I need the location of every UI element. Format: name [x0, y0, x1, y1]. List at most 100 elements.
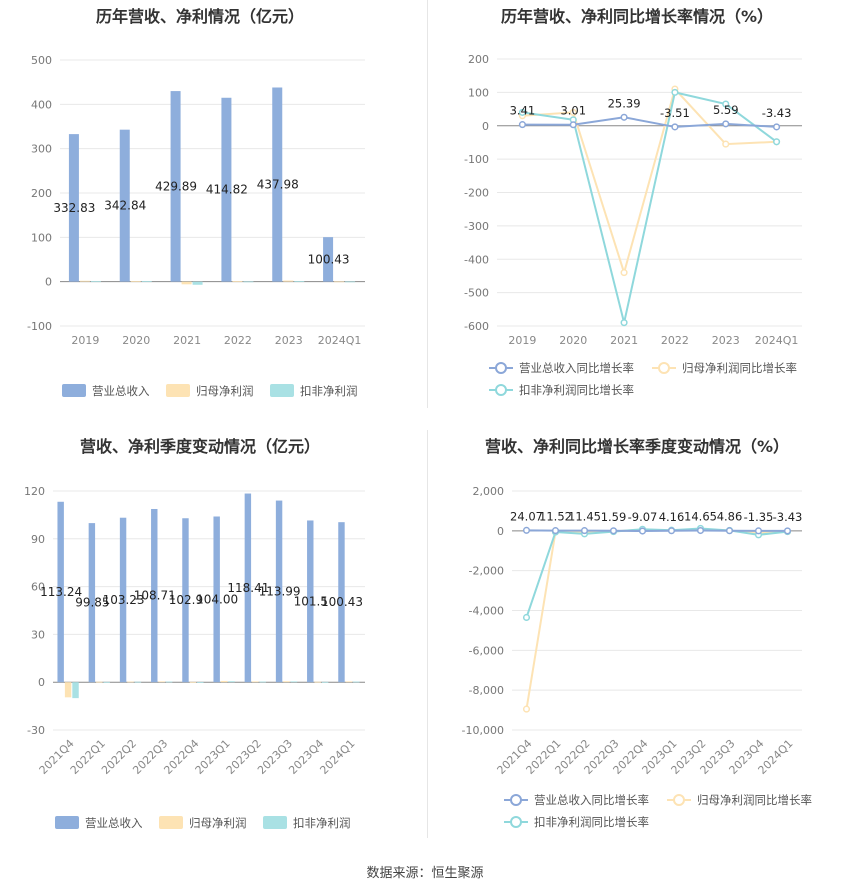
y-tick-label: 90: [31, 533, 45, 546]
legend-label: 归母净利润: [189, 816, 247, 830]
bar-net-profit: [189, 681, 197, 683]
bar-revenue: [119, 129, 130, 282]
bar-revenue: [221, 97, 232, 282]
x-tick-label: 2020: [122, 334, 150, 347]
series-point: [725, 527, 734, 535]
chart-annual-bars: 历年营收、净利情况（亿元） 500 400 300 200 100 0 -100 2019 202…: [27, 7, 365, 398]
bar-deducted-profit: [197, 682, 204, 683]
x-tick-label: 2023: [275, 334, 303, 347]
y-tick-label: -100: [464, 153, 489, 166]
y-tick-label: -300: [464, 220, 489, 233]
legend-label: 扣非净利润同比增长率: [519, 383, 634, 397]
legend-swatch: [263, 816, 287, 829]
line-data-label: 5.59: [713, 103, 739, 117]
bar-deducted-profit: [228, 681, 235, 683]
y-tick-label: -10,000: [462, 724, 504, 737]
bar-net-profit: [220, 680, 228, 683]
y-tick-label: -8,000: [469, 684, 504, 697]
y-tick-label: 300: [31, 143, 52, 156]
y-tick-label: -600: [464, 320, 489, 333]
line-data-label: -3.51: [660, 106, 690, 120]
bar-net-profit: [64, 682, 72, 698]
series-point: [667, 527, 676, 535]
y-tick-label: -30: [27, 724, 45, 737]
series-point: [671, 123, 679, 131]
bar-data-label: 437.98: [257, 178, 299, 192]
bar-net-profit: [96, 681, 103, 683]
line-data-label: 1.59: [601, 510, 627, 524]
bar-deducted-profit: [353, 681, 360, 683]
line-data-label: 25.39: [608, 96, 641, 110]
bar-net-profit: [345, 681, 353, 683]
bar-net-profit: [334, 281, 345, 283]
x-tick-label: 2020: [559, 334, 587, 347]
series-point: [722, 140, 730, 148]
bar-data-label: 429.89: [155, 179, 197, 193]
y-tick-label: 400: [31, 98, 52, 111]
series-line-1: [525, 528, 788, 710]
bar-deducted-profit: [290, 681, 298, 683]
bar-data-label: 118.41: [227, 581, 269, 595]
legend-label: 归母净利润同比增长率: [682, 361, 797, 375]
bar-deducted-profit: [165, 681, 173, 683]
bar-revenue: [170, 91, 181, 282]
y-tick-label: -6,000: [469, 644, 504, 657]
line-data-label: -1.35: [744, 510, 774, 524]
bar-revenue: [68, 134, 79, 282]
bar-data-label: 414.82: [206, 183, 248, 197]
bar-data-label: 104.00: [196, 592, 238, 606]
line-data-label: 3.01: [560, 104, 586, 118]
legend-marker: [495, 362, 507, 374]
x-tick-label: 2024Q1: [318, 334, 362, 347]
chart-quarterly-growth: 营收、净利同比增长率季度变动情况（%） 2,000 0 -2,000 -4,000 -6,…: [462, 437, 812, 829]
series-point: [518, 121, 526, 129]
series-point: [696, 526, 705, 535]
legend-marker: [510, 816, 522, 828]
bar-net-profit: [130, 281, 141, 282]
legend-marker: [673, 794, 685, 806]
y-tick-label: -4,000: [469, 605, 504, 618]
bar-revenue: [213, 516, 220, 683]
series-point: [580, 527, 589, 535]
y-tick-label: 120: [24, 485, 45, 498]
bar-data-label: 100.43: [321, 595, 363, 609]
series-point: [522, 526, 531, 534]
line-data-label: 24.07: [510, 509, 543, 523]
legend-swatch: [270, 384, 294, 397]
bar-revenue: [307, 520, 314, 683]
y-tick-label: -2,000: [469, 565, 504, 578]
series-point: [569, 121, 577, 129]
series-point: [773, 138, 781, 146]
y-tick-label: -200: [464, 187, 489, 200]
chart-title: 营收、净利同比增长率季度变动情况（%）: [485, 437, 789, 456]
y-tick-label: 60: [31, 581, 45, 594]
bar-deducted-profit: [345, 281, 356, 283]
legend-label: 归母净利润同比增长率: [697, 793, 812, 807]
series-point: [722, 100, 730, 108]
y-tick-label: 30: [31, 628, 45, 641]
series-point: [569, 108, 577, 116]
x-tick-label: 2024Q1: [317, 737, 357, 777]
legend-label: 扣非净利润同比增长率: [534, 815, 649, 829]
line-data-label: 4.86: [717, 510, 743, 524]
bar-data-label: 342.84: [104, 199, 146, 213]
bar-revenue: [151, 508, 158, 683]
legend-marker: [510, 794, 522, 806]
bar-net-profit: [232, 281, 243, 283]
x-tick-label: 2019: [508, 334, 536, 347]
y-tick-label: 100: [31, 231, 52, 244]
line-data-label: 4.16: [659, 510, 685, 524]
bar-deducted-profit: [243, 281, 254, 283]
y-tick-label: 500: [31, 54, 52, 67]
bar-net-profit: [127, 681, 134, 683]
bar-data-label: 102.9: [169, 593, 203, 607]
y-tick-label: 200: [468, 53, 489, 66]
y-tick-label: 200: [31, 187, 52, 200]
series-point: [773, 123, 781, 131]
bar-net-profit: [283, 681, 290, 683]
bar-revenue: [244, 493, 252, 683]
bar-net-profit: [158, 681, 165, 683]
data-source-note: 数据来源：恒生聚源: [366, 866, 484, 881]
y-tick-label: 0: [38, 676, 45, 689]
